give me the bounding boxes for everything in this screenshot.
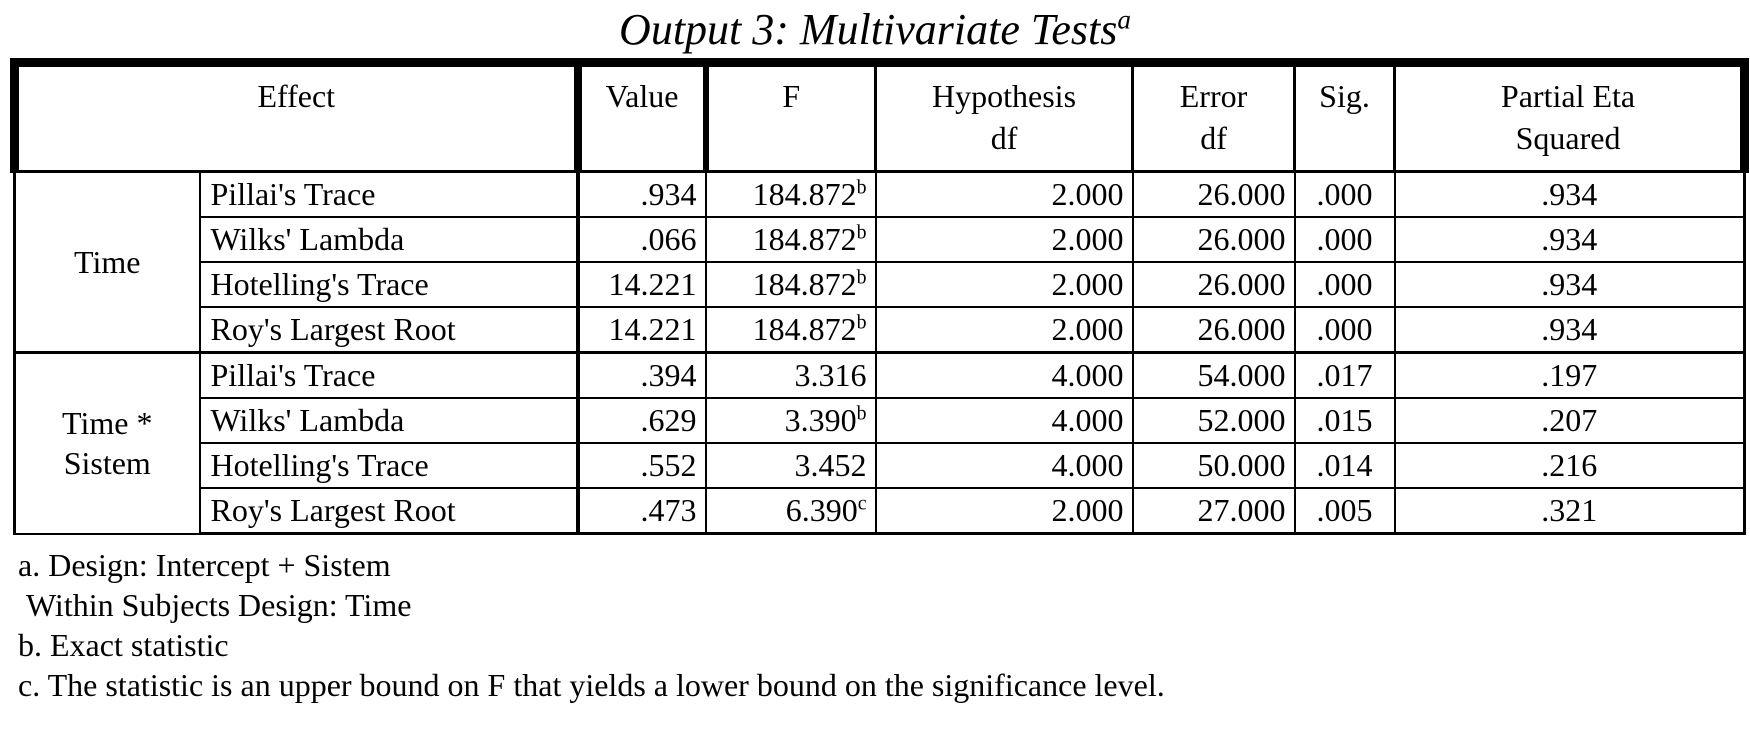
value-cell: .473 [576, 487, 707, 535]
sig-cell: .014 [1293, 442, 1396, 489]
hypothesis-df-cell: 2.000 [874, 261, 1134, 308]
effect-group-cell: Time * Sistem [13, 351, 201, 535]
error-df-cell: 26.000 [1131, 261, 1296, 308]
col-header-value: Value [576, 58, 709, 173]
table-row: Time * Sistem Pillai's Trace .394 3.316 … [13, 351, 1747, 535]
table-row: Wilks' Lambda .066 184.872b 2.000 26.000… [15, 216, 1747, 263]
statistic-cell: Wilks' Lambda [198, 216, 580, 263]
f-value: 3.390 [784, 402, 857, 438]
partial-eta-squared-cell: .934 [1393, 170, 1747, 218]
statistic-cell: Pillai's Trace [198, 351, 580, 399]
f-footnote-marker: c [857, 492, 867, 515]
f-footnote-marker: b [856, 221, 867, 244]
table-row: Hotelling's Trace 14.221 184.872b 2.000 … [15, 261, 1747, 308]
error-df-cell: 50.000 [1131, 442, 1296, 489]
partial-eta-squared-cell: .934 [1393, 216, 1747, 263]
sig-cell: .000 [1293, 216, 1396, 263]
statistic-cell: Pillai's Trace [198, 170, 580, 218]
page-title-text: Output 3: Multivariate Tests [619, 5, 1118, 54]
hypothesis-df-cell: 2.000 [874, 487, 1134, 535]
value-cell: 14.221 [576, 261, 707, 308]
partial-eta-squared-cell: .321 [1393, 487, 1747, 535]
f-footnote-marker: b [856, 311, 867, 334]
table-row: Hotelling's Trace .552 3.452 4.000 50.00… [15, 442, 1747, 489]
col-header-partial-eta-squared: Partial Eta Squared [1393, 58, 1750, 173]
hypothesis-df-cell: 4.000 [874, 351, 1134, 399]
partial-eta-squared-cell: .197 [1393, 351, 1747, 399]
statistic-cell: Hotelling's Trace [198, 442, 580, 489]
table-row: Wilks' Lambda .629 3.390b 4.000 52.000 .… [15, 397, 1747, 444]
f-cell: 3.390b [704, 397, 877, 444]
error-df-cell: 52.000 [1131, 397, 1296, 444]
table-row: Roy's Largest Root 14.221 184.872b 2.000… [15, 306, 1747, 354]
f-footnote-marker: b [856, 266, 867, 289]
title-footnote-marker: a [1117, 4, 1131, 35]
f-cell: 3.452 [704, 442, 877, 489]
f-cell: 184.872b [704, 306, 877, 354]
statistic-cell: Hotelling's Trace [198, 261, 580, 308]
footnote-a: a. Design: Intercept + Sistem Within Sub… [18, 547, 412, 623]
value-cell: .552 [576, 442, 707, 489]
sig-cell: .015 [1293, 397, 1396, 444]
f-footnote-marker: b [856, 402, 867, 425]
hypothesis-df-cell: 2.000 [874, 306, 1134, 354]
multivariate-tests-table: Effect Value F Hypothesis df Error df Si… [9, 58, 1750, 535]
table-footnotes: a. Design: Intercept + Sistem Within Sub… [18, 545, 1750, 705]
hypothesis-df-cell: 4.000 [874, 397, 1134, 444]
f-footnote-marker: b [856, 176, 867, 199]
value-cell: .066 [576, 216, 707, 263]
col-header-hypothesis-df: Hypothesis df [874, 58, 1135, 173]
col-header-effect: Effect [9, 58, 582, 173]
value-cell: .629 [576, 397, 707, 444]
statistic-cell: Roy's Largest Root [198, 487, 580, 535]
col-header-sig: Sig. [1293, 58, 1397, 173]
f-cell: 6.390c [704, 487, 877, 535]
error-df-cell: 26.000 [1131, 170, 1296, 218]
sig-cell: .000 [1293, 306, 1396, 354]
partial-eta-squared-cell: .216 [1393, 442, 1747, 489]
f-value: 3.316 [794, 357, 867, 393]
sig-cell: .017 [1293, 351, 1396, 399]
value-cell: 14.221 [576, 306, 707, 354]
f-value: 184.872 [752, 311, 857, 347]
sig-cell: .000 [1293, 170, 1396, 218]
f-value: 6.390 [785, 492, 858, 528]
footnote-b: b. Exact statistic [18, 627, 229, 663]
partial-eta-squared-cell: .934 [1393, 306, 1747, 354]
f-value: 184.872 [752, 221, 857, 257]
partial-eta-squared-cell: .934 [1393, 261, 1747, 308]
table-row: Roy's Largest Root .473 6.390c 2.000 27.… [15, 487, 1747, 535]
error-df-cell: 27.000 [1131, 487, 1296, 535]
hypothesis-df-cell: 2.000 [874, 216, 1134, 263]
page-title: Output 3: Multivariate Testsa [10, 2, 1740, 58]
statistic-cell: Wilks' Lambda [198, 397, 580, 444]
f-cell: 184.872b [704, 216, 877, 263]
error-df-cell: 26.000 [1131, 216, 1296, 263]
f-value: 3.452 [794, 447, 867, 483]
value-cell: .394 [576, 351, 707, 399]
effect-group-cell: Time [13, 170, 201, 354]
hypothesis-df-cell: 4.000 [874, 442, 1134, 489]
f-cell: 184.872b [704, 261, 877, 308]
value-cell: .934 [576, 170, 707, 218]
f-cell: 3.316 [704, 351, 877, 399]
f-cell: 184.872b [704, 170, 877, 218]
col-header-error-df: Error df [1131, 58, 1297, 173]
error-df-cell: 54.000 [1131, 351, 1296, 399]
error-df-cell: 26.000 [1131, 306, 1296, 354]
header-row: Effect Value F Hypothesis df Error df Si… [9, 58, 1750, 173]
table-row: Time Pillai's Trace .934 184.872b 2.000 … [13, 170, 1747, 354]
statistic-cell: Roy's Largest Root [198, 306, 580, 354]
sig-cell: .000 [1293, 261, 1396, 308]
sig-cell: .005 [1293, 487, 1396, 535]
f-value: 184.872 [752, 266, 857, 302]
f-value: 184.872 [752, 176, 857, 212]
partial-eta-squared-cell: .207 [1393, 397, 1747, 444]
footnote-c: c. The statistic is an upper bound on F … [18, 667, 1165, 703]
hypothesis-df-cell: 2.000 [874, 170, 1134, 218]
col-header-f: F [704, 58, 878, 173]
